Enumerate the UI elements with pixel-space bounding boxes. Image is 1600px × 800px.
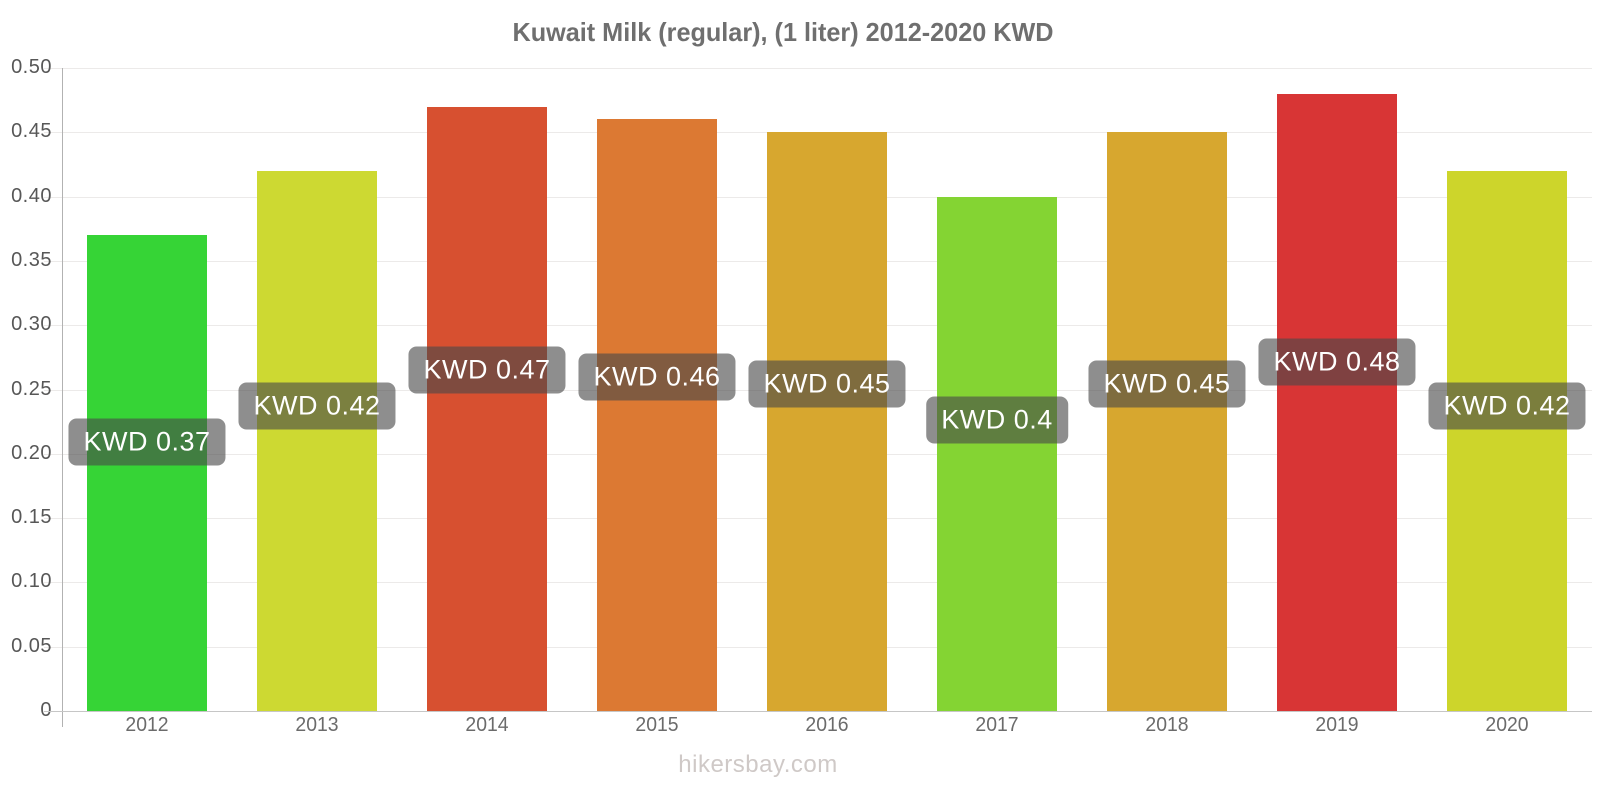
bar-2014: KWD 0.47 bbox=[408, 106, 566, 711]
bar-2016: KWD 0.45 bbox=[748, 132, 906, 711]
x-tick-label-2012: 2012 bbox=[125, 714, 169, 736]
bar-2013: KWD 0.42 bbox=[238, 170, 396, 711]
y-tick-label-0.10: 0.10 bbox=[11, 570, 52, 593]
y-tick-label-0.45: 0.45 bbox=[11, 120, 52, 143]
bar-2012: KWD 0.37 bbox=[68, 235, 226, 711]
bar-2019: KWD 0.48 bbox=[1258, 93, 1416, 711]
x-tick-label-2019: 2019 bbox=[1315, 714, 1359, 736]
bar-2020: KWD 0.42 bbox=[1428, 170, 1586, 711]
bar-value-label-2018: KWD 0.45 bbox=[1088, 360, 1246, 408]
bar-2018: KWD 0.45 bbox=[1088, 132, 1246, 711]
bar-value-label-2012: KWD 0.37 bbox=[68, 418, 226, 466]
y-tick-label-0.40: 0.40 bbox=[11, 184, 52, 207]
watermark-text: hikersbay.com bbox=[678, 751, 838, 778]
x-tick-label-2017: 2017 bbox=[975, 714, 1019, 736]
x-tick-label-2016: 2016 bbox=[805, 714, 849, 736]
y-tick-label-0.20: 0.20 bbox=[11, 441, 52, 464]
y-tick-label-0.35: 0.35 bbox=[11, 248, 52, 271]
chart-title: Kuwait Milk (regular), (1 liter) 2012-20… bbox=[512, 17, 1054, 47]
y-tick-label-0.30: 0.30 bbox=[11, 313, 52, 336]
bar-value-label-2014: KWD 0.47 bbox=[408, 346, 566, 394]
bar-2015: KWD 0.46 bbox=[578, 119, 736, 711]
x-tick-label-2015: 2015 bbox=[635, 714, 679, 736]
x-tick-label-2020: 2020 bbox=[1485, 714, 1529, 736]
bar-value-label-2013: KWD 0.42 bbox=[238, 382, 396, 430]
x-tick-label-2018: 2018 bbox=[1145, 714, 1189, 736]
gridline-0.50 bbox=[44, 68, 1592, 69]
bar-value-label-2016: KWD 0.45 bbox=[748, 360, 906, 408]
x-tick-label-2014: 2014 bbox=[465, 714, 509, 736]
y-tick-label-0: 0 bbox=[2, 699, 52, 722]
x-axis-line bbox=[44, 711, 1592, 712]
y-axis-line bbox=[62, 68, 63, 727]
x-tick-label-2013: 2013 bbox=[295, 714, 339, 736]
bar-value-label-2020: KWD 0.42 bbox=[1428, 382, 1586, 430]
bar-2017: KWD 0.4 bbox=[926, 196, 1068, 711]
y-tick-label-0.05: 0.05 bbox=[11, 634, 52, 657]
y-tick-label-0.50: 0.50 bbox=[11, 56, 52, 79]
y-tick-label-0.15: 0.15 bbox=[11, 506, 52, 529]
bar-value-label-2015: KWD 0.46 bbox=[578, 353, 736, 401]
bar-value-label-2017: KWD 0.4 bbox=[926, 396, 1068, 444]
y-tick-label-0.25: 0.25 bbox=[11, 377, 52, 400]
bar-value-label-2019: KWD 0.48 bbox=[1258, 338, 1416, 386]
